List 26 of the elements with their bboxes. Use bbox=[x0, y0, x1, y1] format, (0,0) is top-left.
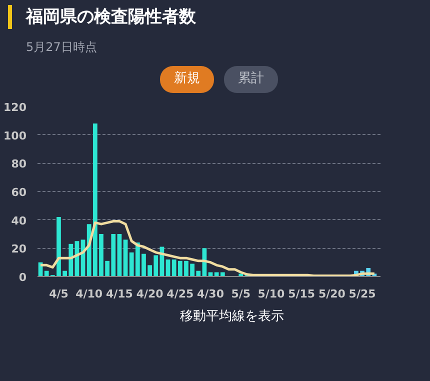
y-tick-label: 40 bbox=[11, 214, 27, 228]
text: 累計 bbox=[238, 70, 264, 88]
y-tick-label: 60 bbox=[11, 186, 27, 199]
y-tick-label: 100 bbox=[4, 129, 27, 142]
x-tick-label: 4/15 bbox=[106, 287, 133, 300]
x-tick-label: 4/25 bbox=[166, 287, 194, 300]
x-tick-label: 5/20 bbox=[318, 287, 346, 300]
x-tick-label: 4/5 bbox=[49, 287, 68, 300]
y-tick-label: 0 bbox=[18, 270, 27, 284]
x-tick-label: 5/5 bbox=[231, 287, 251, 300]
y-tick-label: 20 bbox=[11, 242, 27, 256]
y-tick-label: 80 bbox=[11, 158, 27, 171]
y-tick-label: 120 bbox=[4, 100, 27, 114]
x-tick-label: 5/15 bbox=[288, 287, 316, 300]
text: 新規 bbox=[174, 70, 200, 88]
chart-subtitle: 5月27日時点 bbox=[26, 39, 97, 56]
x-tick-label: 5/25 bbox=[348, 287, 376, 300]
x-tick-label: 4/10 bbox=[76, 287, 103, 300]
bar bbox=[123, 240, 128, 276]
line-series bbox=[39, 220, 376, 276]
chart-title: 福岡県の検査陽性者数 bbox=[26, 6, 196, 29]
x-tick-label: 4/30 bbox=[197, 287, 224, 300]
x-tick-label: 4/20 bbox=[136, 287, 164, 300]
bar bbox=[117, 234, 122, 276]
x-tick-label: 5/10 bbox=[258, 287, 286, 300]
text: 移動平均線を表示 bbox=[180, 308, 284, 326]
